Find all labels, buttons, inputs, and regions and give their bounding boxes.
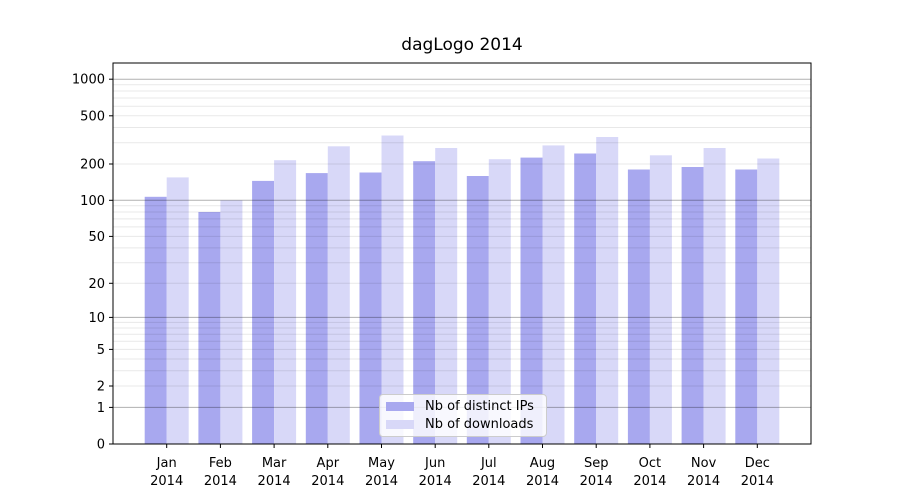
x-tick-label-month: Jul [480,456,497,471]
bar-distinct-ips-feb-2014 [198,212,221,444]
x-tick-label-year: 2014 [472,474,505,489]
x-tick-label-month: Aug [530,456,555,471]
x-tick-label-year: 2014 [687,474,720,489]
y-tick-label: 10 [88,311,105,326]
axes-border [112,62,812,445]
x-tick-label-year: 2014 [419,474,452,489]
bar-downloads-aug-2014 [542,145,565,444]
bar-downloads-jan-2014 [166,177,189,444]
legend-label-downloads: Nb of downloads [425,417,534,432]
bar-downloads-mar-2014 [274,160,297,444]
bar-downloads-dec-2014 [757,158,780,444]
y-tick-label: 0 [97,438,105,453]
legend-swatch-distinct-ips [386,402,414,411]
x-tick-label-month: Nov [691,456,717,471]
legend-label-distinct-ips: Nb of distinct IPs [425,399,534,414]
x-tick-label-month: Dec [745,456,770,471]
legend-item-downloads: Nb of downloads [386,417,538,432]
bar-distinct-ips-dec-2014 [735,169,758,444]
bar-downloads-nov-2014 [703,148,726,444]
x-tick-label-year: 2014 [741,474,774,489]
bar-distinct-ips-may-2014 [359,172,382,444]
x-tick-label-month: Mar [262,456,287,471]
x-tick-label-year: 2014 [311,474,344,489]
chart-title: dagLogo 2014 [401,35,523,55]
bar-distinct-ips-sep-2014 [574,153,597,444]
bar-downloads-sep-2014 [596,137,619,444]
y-tick-label: 50 [88,230,105,245]
bar-distinct-ips-oct-2014 [627,169,650,444]
x-tick-label-year: 2014 [258,474,291,489]
bar-distinct-ips-jul-2014 [466,176,489,444]
bar-distinct-ips-nov-2014 [681,167,704,444]
y-tick-label: 1000 [72,73,105,88]
y-tick-label: 5 [97,343,105,358]
x-tick-label-month: Sep [584,456,609,471]
bar-distinct-ips-jan-2014 [144,196,167,444]
y-tick-label: 2 [97,380,105,395]
y-tick-label: 100 [80,194,105,209]
y-tick-label: 500 [80,109,105,124]
x-tick-label-year: 2014 [580,474,613,489]
x-tick-label-year: 2014 [150,474,183,489]
bar-downloads-may-2014 [381,135,404,444]
bar-downloads-apr-2014 [327,146,350,445]
bar-distinct-ips-apr-2014 [305,173,328,444]
bar-downloads-jul-2014 [488,159,511,444]
bar-distinct-ips-jun-2014 [413,161,436,444]
x-tick-label-year: 2014 [633,474,666,489]
bar-downloads-jun-2014 [435,148,458,444]
legend-item-distinct-ips: Nb of distinct IPs [386,399,538,414]
bar-downloads-feb-2014 [220,200,243,444]
x-tick-label-month: May [368,456,395,471]
bar-downloads-oct-2014 [649,155,672,445]
x-tick-label-year: 2014 [526,474,559,489]
x-tick-label-year: 2014 [365,474,398,489]
y-tick-label: 200 [80,158,105,173]
legend-swatch-downloads [386,420,414,429]
x-tick-label-month: Jun [424,456,445,471]
x-tick-label-month: Apr [317,456,340,471]
x-tick-label-month: Feb [209,456,232,471]
bar-distinct-ips-aug-2014 [520,157,543,444]
bar-distinct-ips-mar-2014 [252,180,275,444]
y-tick-label: 20 [88,277,105,292]
x-tick-label-year: 2014 [204,474,237,489]
legend: Nb of distinct IPs Nb of downloads [379,394,547,437]
x-tick-label-month: Oct [639,456,661,471]
x-tick-label-month: Jan [156,456,177,471]
y-tick-label: 1 [97,401,105,416]
